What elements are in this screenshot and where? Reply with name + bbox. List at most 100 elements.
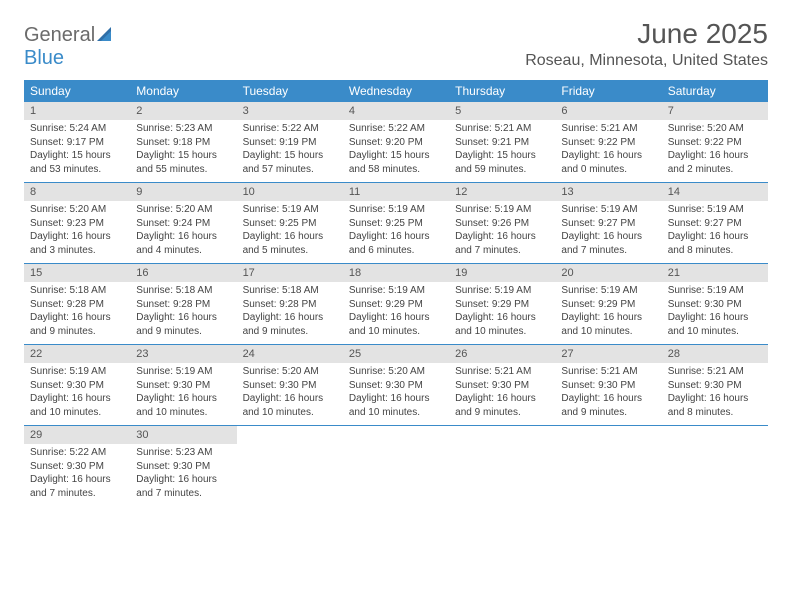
weekday-header: SundayMondayTuesdayWednesdayThursdayFrid… [24,80,768,102]
day-cell [343,426,449,506]
day-body: Sunrise: 5:18 AMSunset: 9:28 PMDaylight:… [237,282,343,338]
sunset-line: Sunset: 9:25 PM [243,217,337,231]
day-number: 1 [24,102,130,120]
sunrise-line: Sunrise: 5:18 AM [243,284,337,298]
sunrise-line: Sunrise: 5:23 AM [136,122,230,136]
sunset-line: Sunset: 9:24 PM [136,217,230,231]
sunset-line: Sunset: 9:29 PM [349,298,443,312]
daylight-line-2: and 10 minutes. [668,325,762,339]
daylight-line-1: Daylight: 16 hours [349,311,443,325]
week-row: 22Sunrise: 5:19 AMSunset: 9:30 PMDayligh… [24,345,768,426]
day-cell: 18Sunrise: 5:19 AMSunset: 9:29 PMDayligh… [343,264,449,344]
sunset-line: Sunset: 9:18 PM [136,136,230,150]
day-body: Sunrise: 5:19 AMSunset: 9:27 PMDaylight:… [555,201,661,257]
sunset-line: Sunset: 9:30 PM [136,379,230,393]
day-cell: 9Sunrise: 5:20 AMSunset: 9:24 PMDaylight… [130,183,236,263]
daylight-line-1: Daylight: 16 hours [30,473,124,487]
day-body: Sunrise: 5:20 AMSunset: 9:30 PMDaylight:… [343,363,449,419]
sunrise-line: Sunrise: 5:19 AM [349,203,443,217]
day-cell: 1Sunrise: 5:24 AMSunset: 9:17 PMDaylight… [24,102,130,182]
month-title: June 2025 [525,18,768,50]
logo: General Blue [24,24,115,70]
day-cell: 21Sunrise: 5:19 AMSunset: 9:30 PMDayligh… [662,264,768,344]
day-number: 7 [662,102,768,120]
day-cell: 26Sunrise: 5:21 AMSunset: 9:30 PMDayligh… [449,345,555,425]
day-cell: 3Sunrise: 5:22 AMSunset: 9:19 PMDaylight… [237,102,343,182]
daylight-line-2: and 10 minutes. [136,406,230,420]
daylight-line-2: and 7 minutes. [30,487,124,501]
sunrise-line: Sunrise: 5:23 AM [136,446,230,460]
header: General Blue June 2025 Roseau, Minnesota… [24,18,768,70]
daylight-line-2: and 55 minutes. [136,163,230,177]
page: General Blue June 2025 Roseau, Minnesota… [0,0,792,524]
day-body: Sunrise: 5:18 AMSunset: 9:28 PMDaylight:… [130,282,236,338]
day-cell: 17Sunrise: 5:18 AMSunset: 9:28 PMDayligh… [237,264,343,344]
day-number: 30 [130,426,236,444]
day-cell: 25Sunrise: 5:20 AMSunset: 9:30 PMDayligh… [343,345,449,425]
daylight-line-1: Daylight: 16 hours [30,392,124,406]
day-cell: 6Sunrise: 5:21 AMSunset: 9:22 PMDaylight… [555,102,661,182]
sunrise-line: Sunrise: 5:20 AM [136,203,230,217]
sunset-line: Sunset: 9:30 PM [349,379,443,393]
sunset-line: Sunset: 9:28 PM [30,298,124,312]
daylight-line-1: Daylight: 16 hours [455,392,549,406]
day-cell [662,426,768,506]
sunrise-line: Sunrise: 5:18 AM [30,284,124,298]
sunrise-line: Sunrise: 5:20 AM [243,365,337,379]
sunset-line: Sunset: 9:17 PM [30,136,124,150]
daylight-line-1: Daylight: 16 hours [561,230,655,244]
sunset-line: Sunset: 9:27 PM [668,217,762,231]
daylight-line-2: and 9 minutes. [561,406,655,420]
sunset-line: Sunset: 9:22 PM [668,136,762,150]
daylight-line-2: and 10 minutes. [349,325,443,339]
sunset-line: Sunset: 9:25 PM [349,217,443,231]
daylight-line-2: and 9 minutes. [455,406,549,420]
day-body: Sunrise: 5:20 AMSunset: 9:30 PMDaylight:… [237,363,343,419]
day-number: 12 [449,183,555,201]
daylight-line-1: Daylight: 16 hours [455,311,549,325]
daylight-line-2: and 10 minutes. [349,406,443,420]
weekday-header-cell: Saturday [662,80,768,102]
day-body: Sunrise: 5:19 AMSunset: 9:25 PMDaylight:… [343,201,449,257]
day-cell: 2Sunrise: 5:23 AMSunset: 9:18 PMDaylight… [130,102,236,182]
day-cell [555,426,661,506]
day-cell: 23Sunrise: 5:19 AMSunset: 9:30 PMDayligh… [130,345,236,425]
day-body: Sunrise: 5:19 AMSunset: 9:29 PMDaylight:… [343,282,449,338]
daylight-line-2: and 9 minutes. [243,325,337,339]
sunset-line: Sunset: 9:27 PM [561,217,655,231]
logo-part1: General [24,24,95,46]
daylight-line-1: Daylight: 16 hours [136,311,230,325]
daylight-line-1: Daylight: 16 hours [668,311,762,325]
daylight-line-2: and 3 minutes. [30,244,124,258]
sunrise-line: Sunrise: 5:21 AM [561,122,655,136]
day-body: Sunrise: 5:21 AMSunset: 9:30 PMDaylight:… [662,363,768,419]
daylight-line-2: and 10 minutes. [30,406,124,420]
daylight-line-1: Daylight: 16 hours [668,230,762,244]
sunrise-line: Sunrise: 5:22 AM [30,446,124,460]
weekday-header-cell: Monday [130,80,236,102]
daylight-line-2: and 9 minutes. [30,325,124,339]
sunset-line: Sunset: 9:30 PM [455,379,549,393]
day-body: Sunrise: 5:24 AMSunset: 9:17 PMDaylight:… [24,120,130,176]
day-body: Sunrise: 5:20 AMSunset: 9:22 PMDaylight:… [662,120,768,176]
day-number: 27 [555,345,661,363]
sunrise-line: Sunrise: 5:19 AM [668,284,762,298]
week-row: 15Sunrise: 5:18 AMSunset: 9:28 PMDayligh… [24,264,768,345]
sunset-line: Sunset: 9:30 PM [668,379,762,393]
day-number: 25 [343,345,449,363]
day-number: 29 [24,426,130,444]
day-body: Sunrise: 5:21 AMSunset: 9:30 PMDaylight:… [449,363,555,419]
daylight-line-1: Daylight: 15 hours [243,149,337,163]
daylight-line-2: and 9 minutes. [136,325,230,339]
sunrise-line: Sunrise: 5:19 AM [561,284,655,298]
sunrise-line: Sunrise: 5:20 AM [30,203,124,217]
sunrise-line: Sunrise: 5:19 AM [668,203,762,217]
sunset-line: Sunset: 9:30 PM [30,460,124,474]
day-body: Sunrise: 5:21 AMSunset: 9:30 PMDaylight:… [555,363,661,419]
day-cell: 27Sunrise: 5:21 AMSunset: 9:30 PMDayligh… [555,345,661,425]
day-number: 2 [130,102,236,120]
day-number: 16 [130,264,236,282]
weeks-container: 1Sunrise: 5:24 AMSunset: 9:17 PMDaylight… [24,102,768,506]
sunrise-line: Sunrise: 5:20 AM [668,122,762,136]
daylight-line-2: and 8 minutes. [668,406,762,420]
